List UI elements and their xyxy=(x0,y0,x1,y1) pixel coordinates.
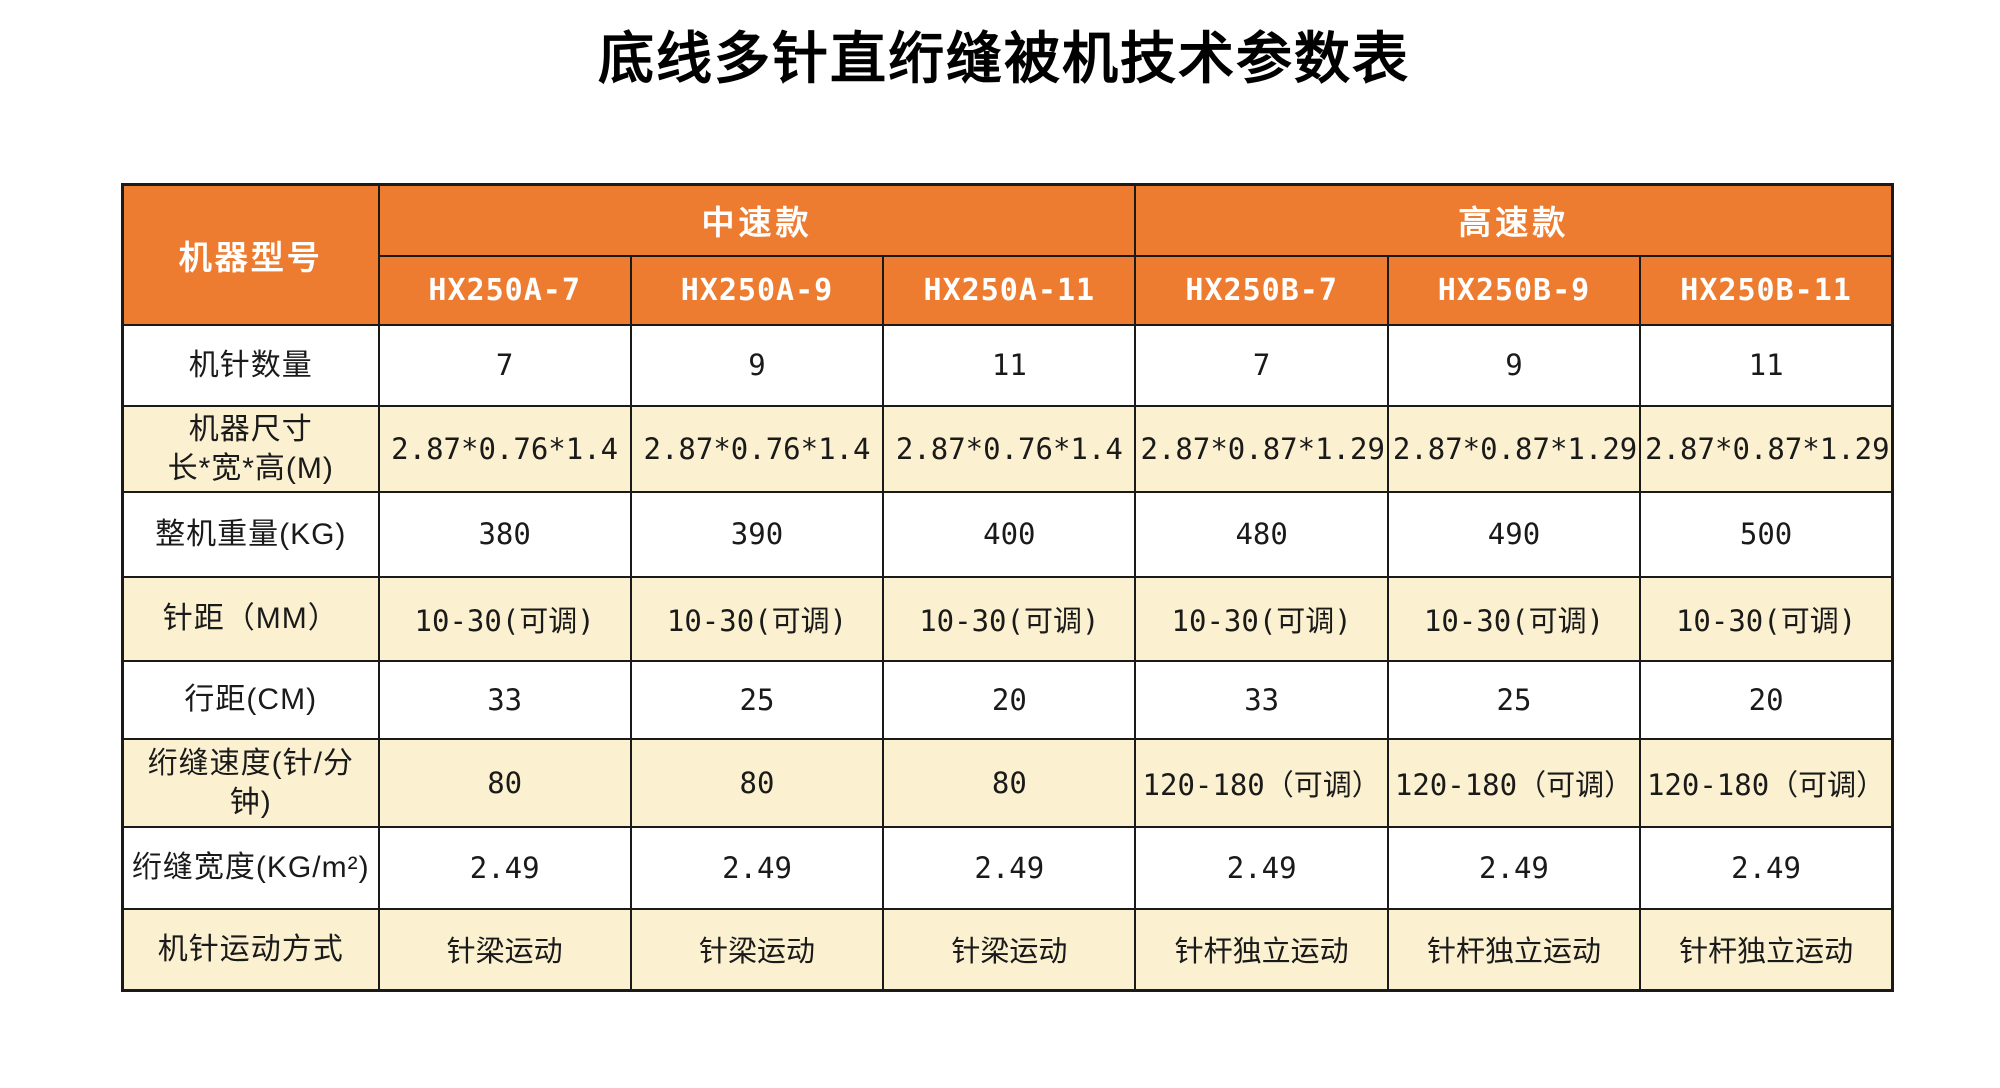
cell-value: 33 xyxy=(377,659,632,740)
row-label: 整机重量(KG) xyxy=(121,490,380,578)
cell-value: 9 xyxy=(629,323,885,407)
cell-value: 33 xyxy=(1134,659,1389,740)
cell-value: 针梁运动 xyxy=(377,907,632,992)
cell-value: 2.49 xyxy=(377,825,632,910)
cell-value: 2.87*0.76*1.4 xyxy=(377,404,632,493)
model-header-hx250a-7: HX250A-7 xyxy=(377,254,632,326)
cell-value: 400 xyxy=(882,490,1137,578)
table-row-needle-motion-mode: 机针运动方式 针梁运动 针梁运动 针梁运动 针杆独立运动 针杆独立运动 针杆独立… xyxy=(121,907,1894,992)
cell-value: 针梁运动 xyxy=(882,907,1137,992)
model-header-hx250b-7: HX250B-7 xyxy=(1134,254,1389,326)
table-row-machine-dimensions: 机器尺寸 长*宽*高(M) 2.87*0.76*1.4 2.87*0.76*1.… xyxy=(121,404,1894,493)
cell-value: 120-180（可调） xyxy=(1134,737,1389,828)
cell-value: 20 xyxy=(882,659,1137,740)
cell-value: 9 xyxy=(1386,323,1642,407)
cell-value: 7 xyxy=(1134,323,1389,407)
cell-value: 10-30(可调) xyxy=(377,575,632,662)
cell-value: 120-180（可调） xyxy=(1386,737,1642,828)
table-header: 机器型号 中速款 高速款 HX250A-7 HX250A-9 HX250A-11… xyxy=(121,183,1894,326)
table-row-row-spacing: 行距(CM) 33 25 20 33 25 20 xyxy=(121,659,1894,740)
cell-value: 2.49 xyxy=(1386,825,1642,910)
cell-value: 120-180（可调） xyxy=(1639,737,1894,828)
cell-value: 针杆独立运动 xyxy=(1134,907,1389,992)
cell-value: 2.87*0.76*1.4 xyxy=(882,404,1137,493)
cell-value: 2.49 xyxy=(1639,825,1894,910)
table-body: 机针数量 7 9 11 7 9 11 机器尺寸 长*宽*高(M) 2.87*0.… xyxy=(121,323,1894,992)
row-label: 绗缝宽度(KG/m²) xyxy=(121,825,380,910)
table-row-needle-pitch: 针距（MM） 10-30(可调) 10-30(可调) 10-30(可调) 10-… xyxy=(121,575,1894,662)
corner-header-machine-model: 机器型号 xyxy=(121,183,380,326)
cell-value: 2.49 xyxy=(882,825,1137,910)
row-label: 机针运动方式 xyxy=(121,907,380,992)
cell-value: 2.87*0.87*1.29 xyxy=(1134,404,1389,493)
model-header-hx250a-9: HX250A-9 xyxy=(629,254,885,326)
cell-value: 2.49 xyxy=(629,825,885,910)
row-label: 机针数量 xyxy=(121,323,380,407)
group-header-mid-speed: 中速款 xyxy=(377,183,1137,257)
cell-value: 针梁运动 xyxy=(629,907,885,992)
cell-value: 480 xyxy=(1134,490,1389,578)
cell-value: 80 xyxy=(377,737,632,828)
cell-value: 10-30(可调) xyxy=(1386,575,1642,662)
row-label: 绗缝速度(针/分钟) xyxy=(121,737,380,828)
cell-value: 20 xyxy=(1639,659,1894,740)
cell-value: 针杆独立运动 xyxy=(1639,907,1894,992)
cell-value: 80 xyxy=(629,737,885,828)
spec-table: 机器型号 中速款 高速款 HX250A-7 HX250A-9 HX250A-11… xyxy=(121,183,1894,992)
cell-value: 2.49 xyxy=(1134,825,1389,910)
cell-value: 80 xyxy=(882,737,1137,828)
cell-value: 10-30(可调) xyxy=(1134,575,1389,662)
table-row-machine-weight: 整机重量(KG) 380 390 400 480 490 500 xyxy=(121,490,1894,578)
row-label: 针距（MM） xyxy=(121,575,380,662)
model-header-hx250b-11: HX250B-11 xyxy=(1639,254,1894,326)
cell-value: 2.87*0.76*1.4 xyxy=(629,404,885,493)
page-title: 底线多针直绗缝被机技术参数表 xyxy=(598,27,1410,90)
cell-value: 11 xyxy=(1639,323,1894,407)
cell-value: 25 xyxy=(629,659,885,740)
model-header-row: HX250A-7 HX250A-9 HX250A-11 HX250B-7 HX2… xyxy=(123,254,1894,326)
cell-value: 7 xyxy=(377,323,632,407)
cell-value: 针杆独立运动 xyxy=(1386,907,1642,992)
cell-value: 11 xyxy=(882,323,1137,407)
model-header-hx250a-11: HX250A-11 xyxy=(882,254,1137,326)
row-label: 机器尺寸 长*宽*高(M) xyxy=(121,404,380,493)
table-row-needle-count: 机针数量 7 9 11 7 9 11 xyxy=(121,323,1894,407)
cell-value: 490 xyxy=(1386,490,1642,578)
cell-value: 2.87*0.87*1.29 xyxy=(1639,404,1894,493)
cell-value: 2.87*0.87*1.29 xyxy=(1386,404,1642,493)
cell-value: 10-30(可调) xyxy=(882,575,1137,662)
cell-value: 380 xyxy=(377,490,632,578)
cell-value: 500 xyxy=(1639,490,1894,578)
cell-value: 390 xyxy=(629,490,885,578)
cell-value: 25 xyxy=(1386,659,1642,740)
cell-value: 10-30(可调) xyxy=(629,575,885,662)
group-header-row: 机器型号 中速款 高速款 xyxy=(121,183,1894,326)
group-header-high-speed: 高速款 xyxy=(1134,183,1894,257)
cell-value: 10-30(可调) xyxy=(1639,575,1894,662)
row-label: 行距(CM) xyxy=(121,659,380,740)
table-row-quilting-speed: 绗缝速度(针/分钟) 80 80 80 120-180（可调） 120-180（… xyxy=(121,737,1894,828)
model-header-hx250b-9: HX250B-9 xyxy=(1386,254,1642,326)
table-row-quilting-width: 绗缝宽度(KG/m²) 2.49 2.49 2.49 2.49 2.49 2.4… xyxy=(121,825,1894,910)
